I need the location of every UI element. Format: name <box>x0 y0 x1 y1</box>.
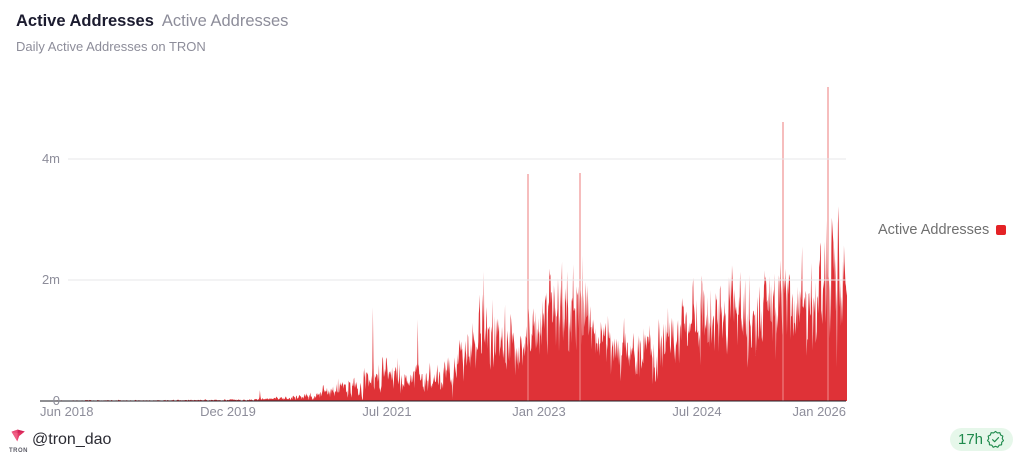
svg-text:2m: 2m <box>42 272 60 287</box>
svg-text:Jan 2023: Jan 2023 <box>512 404 566 419</box>
svg-text:4m: 4m <box>42 151 60 166</box>
svg-text:Jan 2026: Jan 2026 <box>793 404 847 419</box>
svg-text:Jul 2024: Jul 2024 <box>672 404 721 419</box>
svg-text:Jul 2021: Jul 2021 <box>362 404 411 419</box>
svg-text:Jun 2018: Jun 2018 <box>40 404 94 419</box>
svg-text:Dec 2019: Dec 2019 <box>200 404 256 419</box>
